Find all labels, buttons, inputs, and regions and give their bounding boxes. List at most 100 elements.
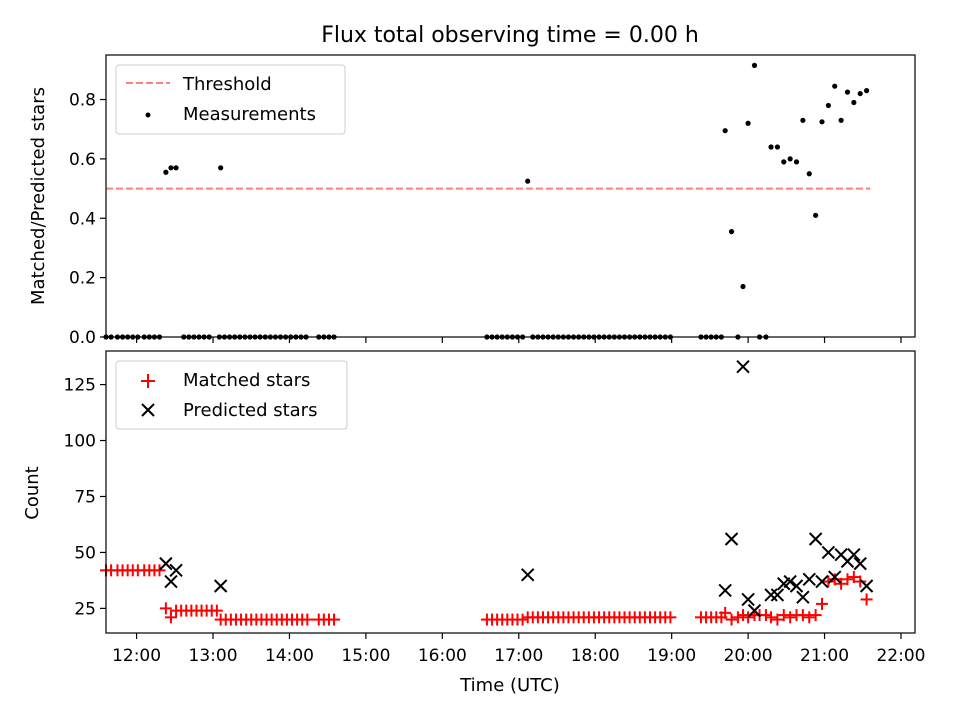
matched-star-point <box>164 611 177 624</box>
bottom-panel: 25 50 75 100 125 12:00 13:00 14:00 15:00 16:00 17… <box>22 350 925 696</box>
predicted-star-point <box>169 563 183 578</box>
matched-star-point <box>765 611 778 624</box>
matched-star-point <box>159 602 172 615</box>
chart-title: Flux total observing time = 0.00 h <box>321 23 699 48</box>
measurement-point <box>819 119 825 125</box>
matched-star-point <box>828 573 841 586</box>
measurement-point <box>525 178 531 184</box>
x-stroke-b <box>213 579 228 593</box>
top-y-axis-label: Matched/Predicted stars <box>28 87 49 305</box>
measurement-point <box>863 88 870 94</box>
x-stroke-b <box>770 588 785 602</box>
measurement-point <box>774 144 781 150</box>
legend-matched-swatch <box>141 374 155 388</box>
predicted-star-point <box>520 568 535 582</box>
matched-star-point <box>759 609 772 622</box>
x-stroke-b <box>159 556 173 571</box>
predicted-star-point <box>764 588 778 602</box>
top-legend-box <box>115 64 346 135</box>
measurement-point <box>218 165 224 171</box>
x-stroke-b <box>724 532 739 546</box>
matched-star-point <box>809 609 822 622</box>
matched-star-point <box>854 575 867 588</box>
predicted-star-point <box>853 556 867 571</box>
x-tick-label: 16:00 <box>418 646 467 666</box>
x-stroke-b <box>747 603 762 618</box>
legend-predicted-swatch <box>141 403 155 417</box>
x-stroke-b <box>796 590 810 604</box>
legend-measurements-label: Measurements <box>183 104 316 125</box>
predicted-star-point <box>808 532 823 546</box>
x-stroke-b <box>520 568 535 582</box>
x-stroke-b <box>859 579 874 593</box>
measurement-point <box>751 62 758 68</box>
x-stroke-b <box>783 574 797 589</box>
measurement-point <box>857 90 863 97</box>
x-tick-label: 20:00 <box>724 646 773 666</box>
matched-star-point <box>815 597 828 610</box>
predicted-star-point <box>213 579 228 593</box>
top-y-tick-label: 0.4 <box>69 209 96 229</box>
x-stroke-b <box>741 592 755 607</box>
predicted-star-point <box>159 556 173 571</box>
predicted-star-point <box>847 547 861 562</box>
matched-star-point <box>841 573 854 586</box>
x-tick-label: 15:00 <box>341 646 390 666</box>
matched-star-point <box>719 606 732 619</box>
predicted-star-point <box>815 574 829 589</box>
matched-star-point <box>777 609 790 622</box>
x-tick-label: 22:00 <box>876 646 925 666</box>
top-y-tick-label: 0.0 <box>69 328 96 348</box>
top-axes-frame <box>105 54 916 338</box>
measurement-point <box>173 165 179 171</box>
x-stroke-b <box>164 574 178 589</box>
x-tick-label: 18:00 <box>571 646 620 666</box>
bottom-y-tick-label: 125 <box>64 376 96 396</box>
x-tick-label: 13:00 <box>189 646 238 666</box>
x-stroke-b <box>853 556 867 571</box>
bottom-legend: Matched stars Predicted stars <box>115 360 348 430</box>
predicted-star-point <box>828 570 842 584</box>
top-panel: 0.00.20.40.60.8 Matched/Predicted stars … <box>28 54 916 348</box>
measurement-point <box>793 159 800 165</box>
measurement-point <box>722 128 728 134</box>
predicted-star-point <box>796 590 810 604</box>
top-y-tick-label: 0.6 <box>69 150 96 170</box>
matched-star-point <box>860 593 873 606</box>
matched-star-point <box>771 613 784 626</box>
bottom-y-tick-label: 75 <box>74 487 96 507</box>
x-stroke-b <box>802 572 816 586</box>
predicted-star-point <box>736 359 750 374</box>
bottom-legend-box <box>115 360 348 430</box>
predicted-star-point <box>789 579 804 593</box>
bottom-axes-frame <box>105 350 916 634</box>
matched-star-point <box>328 613 341 626</box>
x-stroke-b <box>764 588 778 602</box>
x-stroke-b <box>815 574 829 589</box>
matched-star-point <box>664 611 677 624</box>
x-tick-label: 12:00 <box>112 646 161 666</box>
predicted-star-point <box>164 574 178 589</box>
matched-star-point <box>822 575 835 588</box>
bottom-y-tick-label: 50 <box>74 543 96 563</box>
predicted-star-point <box>741 592 755 607</box>
x-stroke-b <box>828 570 842 584</box>
predicted-star-point <box>770 588 785 602</box>
measurement-point <box>745 120 751 126</box>
predicted-star-point <box>783 574 797 589</box>
bottom-y-tick-label: 100 <box>64 432 96 452</box>
matched-star-point <box>210 604 223 617</box>
top-y-tick-label: 0.8 <box>69 91 96 111</box>
matched-star-point <box>731 611 744 624</box>
measurement-point <box>800 117 806 123</box>
x-tick-label: 14:00 <box>265 646 314 666</box>
matched-star-point <box>835 577 848 590</box>
measurement-point <box>787 156 793 162</box>
matched-star-point <box>153 564 166 577</box>
bottom-count-layer <box>100 359 874 626</box>
measurement-point <box>728 229 735 235</box>
predicted-star-point <box>802 572 816 586</box>
top-measurement-layer <box>103 62 870 340</box>
legend-predicted-label: Predicted stars <box>183 400 317 421</box>
